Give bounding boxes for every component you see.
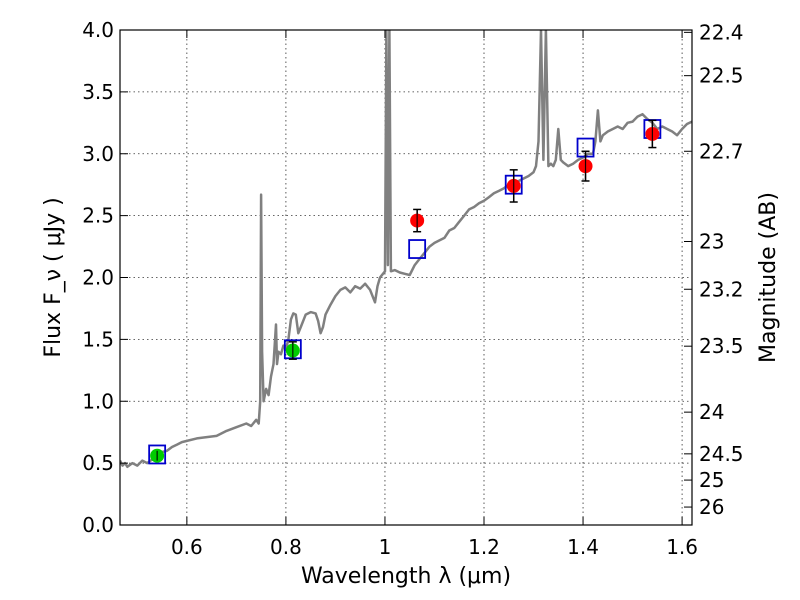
grid-lines xyxy=(120,30,692,525)
model-square-marker xyxy=(408,239,427,259)
right-tick-label: 22.7 xyxy=(699,139,744,163)
y-tick-label: 3.0 xyxy=(82,142,114,166)
right-tick-label: 25 xyxy=(699,468,724,492)
y-tick-label: 0.5 xyxy=(82,451,114,475)
y-tick-label: 1.5 xyxy=(82,327,114,351)
right-tick-label: 26 xyxy=(699,495,724,519)
y-tick-label: 2.0 xyxy=(82,266,114,290)
right-tick-label: 23.5 xyxy=(699,334,744,358)
y-axis-label: Flux F_ν ( μJy ) xyxy=(41,197,66,357)
y-tick-label: 4.0 xyxy=(82,18,114,42)
right-axis-label: Magnitude (AB) xyxy=(756,192,781,363)
right-tick-label: 24 xyxy=(699,400,724,424)
y-tick-label: 0.0 xyxy=(82,513,114,537)
x-tick-label: 1 xyxy=(379,535,392,559)
y-tick-label: 3.5 xyxy=(82,80,114,104)
right-tick-label: 23 xyxy=(699,229,724,253)
y-tick-label: 1.0 xyxy=(82,389,114,413)
model-square-marker xyxy=(148,444,167,465)
right-tick-label: 22.4 xyxy=(699,20,744,44)
x-tick-label: 0.6 xyxy=(171,535,203,559)
x-tick-label: 1.2 xyxy=(468,535,500,559)
x-tick-label: 1.6 xyxy=(666,535,698,559)
points-layer xyxy=(148,119,662,465)
right-tick-label: 23.2 xyxy=(699,277,744,301)
x-axis-label: Wavelength λ (μm) xyxy=(301,564,511,589)
x-tick-label: 0.8 xyxy=(270,535,302,559)
right-tick-label: 24.5 xyxy=(699,442,744,466)
right-tick-label: 22.5 xyxy=(699,64,744,88)
spectrum-layer xyxy=(120,30,692,469)
x-tick-label: 1.4 xyxy=(567,535,599,559)
y-tick-label: 2.5 xyxy=(82,204,114,228)
spectrum-line xyxy=(120,30,692,469)
tick-layer: 0.6 0.8 1 1.2 1.4 1.6 0.0 0.5 1.0 1.5 2.0 2.5 3.0 3.5… xyxy=(82,18,743,559)
